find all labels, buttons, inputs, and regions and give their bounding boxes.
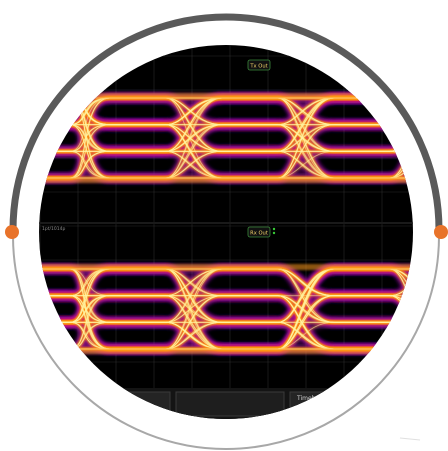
rx-out-label: Rx Out	[250, 231, 268, 237]
tx-out-tag: Tx Out	[247, 59, 271, 71]
eye-trace	[39, 295, 413, 323]
ring-fragment	[399, 437, 421, 441]
ring-bottom-arc	[12, 235, 440, 450]
green-dots-icon	[272, 231, 276, 235]
scope-screen: Timebas Tx Out Rx Out 1pt/1014p	[39, 45, 413, 419]
footer-timebase-label: Timebas	[296, 395, 322, 402]
footer-panel-mid	[175, 391, 285, 417]
ring-top-arc	[9, 13, 443, 231]
status-fragment: 1pt/1014p	[42, 226, 65, 232]
eye-rail	[39, 264, 413, 270]
eye-rail	[39, 177, 413, 183]
eye-rail	[39, 93, 413, 99]
bottom-eye-diagram	[39, 264, 413, 354]
green-dots-icon	[272, 227, 276, 231]
panel-divider	[39, 222, 413, 224]
rx-out-tag: Rx Out	[247, 226, 276, 238]
tx-out-label: Tx Out	[249, 64, 267, 70]
footer-panel-left	[109, 391, 171, 417]
left-dot-icon	[5, 225, 19, 239]
right-dot-icon	[434, 225, 448, 239]
eye-rail	[39, 348, 413, 354]
